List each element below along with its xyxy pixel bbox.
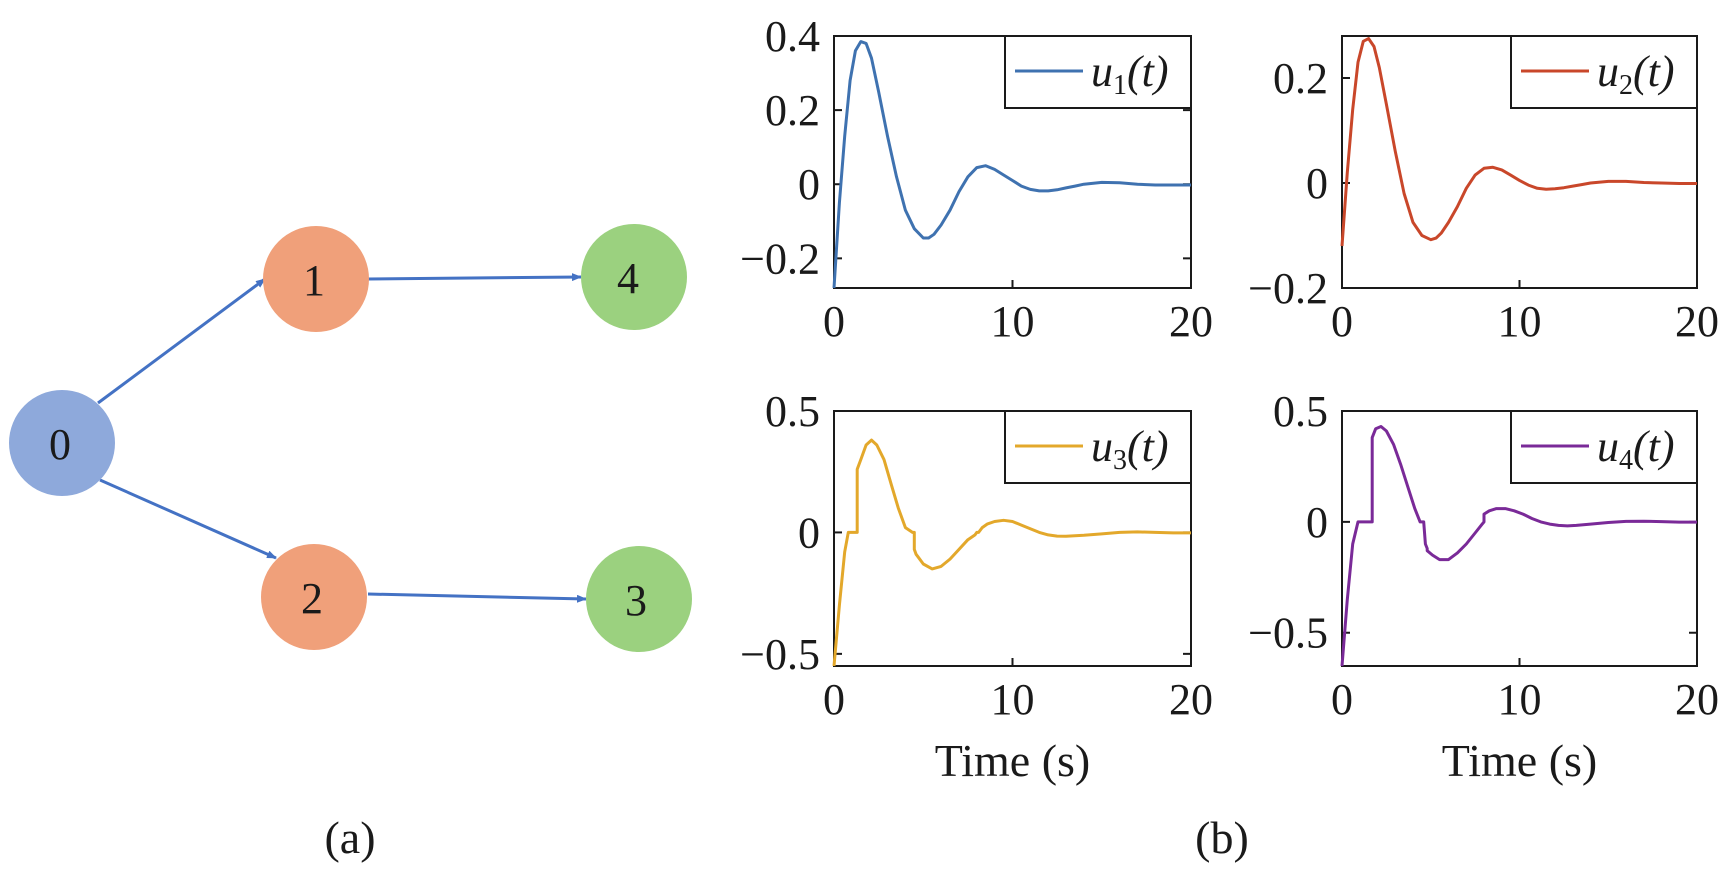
chart-2: 0 10 200.20−0.2u2(t) [1248,35,1719,346]
node-0-circle [9,390,115,496]
chart-1-legend-sub: 1 [1113,70,1127,101]
chart-2-legend-main: u [1597,47,1619,96]
chart-1-ytick-label: 0.2 [765,86,820,135]
caption-b: (b) [1195,812,1249,863]
chart-2-series-line [1340,37,1697,247]
chart-4-xtick-label: 0 [1331,675,1353,724]
chart-4-legend-sub: 4 [1619,445,1633,476]
chart-3-xlabel: Time (s) [935,735,1091,786]
chart-4-xtick-label: 20 [1675,675,1719,724]
chart-4-ytick-label: −0.5 [1248,609,1328,658]
chart-2-legend-sub: 2 [1619,70,1633,101]
chart-1-xtick-label: 10 [991,297,1035,346]
chart-2-ytick-label: −0.2 [1248,264,1328,313]
chart-4-legend-main: u [1597,422,1619,471]
chart-2-xtick-label: 0 [1331,297,1353,346]
chart-2-xtick-label: 10 [1498,297,1542,346]
chart-4-xtick-label: 10 [1498,675,1542,724]
chart-2-xtick-label: 20 [1675,297,1719,346]
chart-1-xtick-label: 0 [823,297,845,346]
chart-4-ytick-label: 0.5 [1273,387,1328,436]
chart-1-xtick-label: 20 [1169,297,1213,346]
edge-0-to-1 [97,277,266,405]
chart-1-ytick-label: −0.2 [740,234,820,283]
chart-3: 0 10 200.50−0.5u3(t)Time (s) [740,387,1213,786]
node-3-circle [586,546,692,652]
chart-2-ytick-label: 0 [1306,159,1328,208]
node-0-label: 0 [49,420,71,469]
chart-3-xtick-label: 0 [823,675,845,724]
node-1-label: 1 [303,256,325,305]
chart-4-ytick-label: 0 [1306,498,1328,547]
chart-3-ytick-label: −0.5 [740,630,820,679]
chart-3-ytick-label: 0 [798,508,820,557]
node-4-label: 4 [617,254,639,303]
chart-4: 0 10 200.50−0.5u4(t)Time (s) [1248,387,1719,786]
chart-1-legend-tail: (t) [1127,47,1169,96]
edge-0-to-2 [99,478,277,560]
chart-3-xtick-label: 20 [1169,675,1213,724]
chart-3-ytick-label: 0.5 [765,387,820,436]
chart-1: 0 10 200.40.20−0.2u1(t) [740,12,1213,346]
caption-a: (a) [324,812,375,863]
charts-panel: 0 10 200.40.20−0.2u1(t)0 10 200.20−0.2u2(t)0… [740,12,1719,786]
chart-3-legend-tail: (t) [1127,422,1169,471]
chart-4-series-line [1340,425,1697,667]
chart-3-legend-label: u3(t) [1091,422,1169,476]
node-2-circle [261,544,367,650]
chart-4-xlabel: Time (s) [1442,735,1598,786]
chart-4-legend-tail: (t) [1633,422,1675,471]
chart-1-legend-main: u [1091,47,1113,96]
edge-1-to-4 [367,273,582,282]
chart-3-legend-main: u [1091,422,1113,471]
chart-3-xtick-label: 10 [991,675,1035,724]
chart-1-legend-label: u1(t) [1091,47,1169,101]
graph-panel: 0 1 2 3 4 (a) [9,224,692,863]
chart-1-series-line [832,40,1191,289]
node-4-circle [581,224,687,330]
edge-2-to-3 [367,592,587,603]
chart-2-legend-label: u2(t) [1597,47,1675,101]
chart-3-legend-sub: 3 [1113,445,1127,476]
chart-1-ytick-label: 0 [798,160,820,209]
chart-4-legend-label: u4(t) [1597,422,1675,476]
chart-3-series-line [832,438,1191,667]
node-1-circle [263,226,369,332]
node-2-label: 2 [301,574,323,623]
chart-2-ytick-label: 0.2 [1273,54,1328,103]
chart-1-ytick-label: 0.4 [765,12,820,61]
chart-2-legend-tail: (t) [1633,47,1675,96]
node-3-label: 3 [625,576,647,625]
